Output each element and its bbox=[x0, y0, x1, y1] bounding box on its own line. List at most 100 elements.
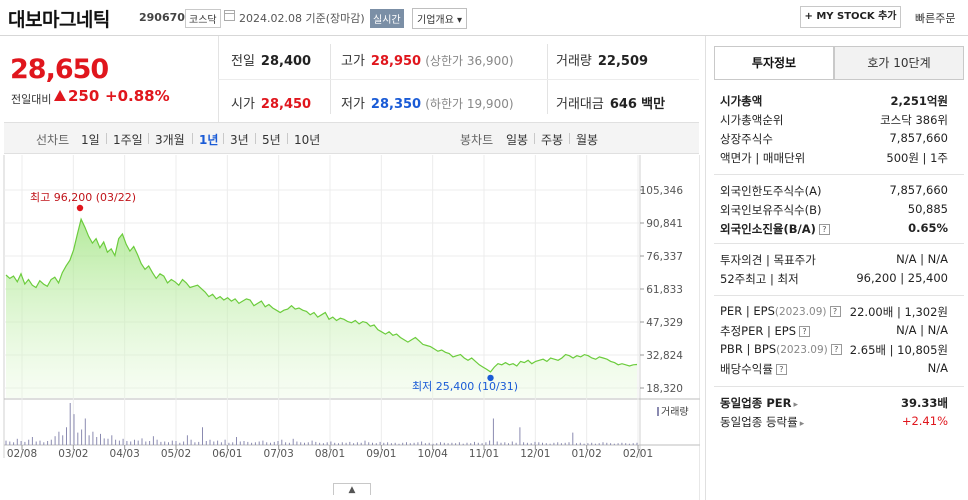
plus-icon: + bbox=[804, 11, 813, 22]
stock-name: 대보마그네틱 bbox=[8, 9, 110, 31]
row-est-per-eps: 추정PER | EPS? N/A | N/A bbox=[720, 323, 948, 338]
divider bbox=[223, 133, 224, 144]
period-1w[interactable]: 1주일 bbox=[113, 133, 143, 147]
x-tick-label: 05/02 bbox=[161, 448, 191, 460]
help-icon[interactable]: ? bbox=[830, 344, 842, 355]
price-area bbox=[6, 219, 637, 398]
y-tick-label: 76,337 bbox=[646, 251, 683, 263]
chevron-down-icon: ▾ bbox=[457, 15, 463, 26]
tab-investment-info[interactable]: 투자정보 bbox=[714, 46, 834, 80]
realtime-button[interactable]: 실시간 bbox=[370, 9, 404, 28]
help-icon[interactable]: ? bbox=[775, 364, 787, 375]
row-pbr-bps: PBR | BPS(2023.09)? 2.65배 | 10,805원 bbox=[720, 342, 948, 357]
row-sector-rate[interactable]: 동일업종 등락률 ▸ +2.41% bbox=[720, 414, 948, 429]
quote-date: 2024.02.08 기준(장마감) bbox=[239, 12, 365, 25]
quote-high: 고가 28,950 (상한가 36,900) bbox=[341, 54, 514, 69]
candle-weekly[interactable]: 주봉 bbox=[541, 133, 564, 147]
up-triangle-icon bbox=[54, 90, 66, 101]
divider bbox=[714, 295, 964, 296]
period-3m[interactable]: 3개월 bbox=[155, 133, 185, 147]
divider bbox=[714, 243, 964, 244]
row-opinion: 투자의견 | 목표주가 N/A | N/A bbox=[720, 252, 948, 267]
chevron-right-icon: ▸ bbox=[799, 419, 805, 429]
chevron-up-icon: ▲ bbox=[348, 485, 356, 495]
row-market-cap: 시가총액 2,251억원 bbox=[720, 94, 948, 108]
period-3y[interactable]: 3년 bbox=[230, 133, 249, 147]
info-tabs: 투자정보 호가 10단계 bbox=[714, 46, 964, 80]
row-foreign-limit: 외국인한도주식수(A) 7,857,660 bbox=[720, 183, 948, 198]
price-change: 250 bbox=[68, 87, 100, 105]
x-tick-label: 03/02 bbox=[58, 448, 88, 460]
period-bar: 선차트 1일 1주일 3개월 1년 3년 5년 10년 봉차트 일봉 주봉 월봉 bbox=[4, 122, 699, 154]
volume-legend-swatch bbox=[657, 407, 659, 416]
compare-label: 전일대비 bbox=[11, 93, 52, 106]
line-chart-label: 선차트 bbox=[36, 133, 70, 147]
period-1y[interactable]: 1년 bbox=[199, 133, 219, 147]
x-tick-label: 12/01 bbox=[520, 448, 550, 460]
low-marker bbox=[487, 374, 494, 382]
x-tick-label: 08/01 bbox=[315, 448, 345, 460]
row-52week: 52주최고 | 최저 96,200 | 25,400 bbox=[720, 271, 948, 286]
y-tick-label: 47,329 bbox=[646, 317, 683, 329]
divider bbox=[255, 133, 256, 144]
chevron-right-icon: ▸ bbox=[793, 400, 798, 410]
row-per-eps: PER | EPS(2023.09)? 22.00배 | 1,302원 bbox=[720, 304, 948, 319]
quote-amount: 거래대금 646 백만 bbox=[556, 97, 666, 112]
candle-monthly[interactable]: 월봉 bbox=[576, 133, 599, 147]
period-1d[interactable]: 1일 bbox=[81, 133, 100, 147]
x-tick-label: 06/01 bbox=[212, 448, 242, 460]
divider bbox=[569, 133, 570, 144]
candle-daily[interactable]: 일봉 bbox=[506, 133, 529, 147]
stock-code: 290670 bbox=[139, 11, 185, 24]
row-dividend: 배당수익률? N/A bbox=[720, 361, 948, 376]
help-icon[interactable]: ? bbox=[829, 306, 841, 317]
divider bbox=[106, 133, 107, 144]
price-summary: 28,650 전일대비 250 +0.88% bbox=[4, 40, 218, 120]
tab-orderbook-10[interactable]: 호가 10단계 bbox=[834, 46, 964, 80]
help-icon[interactable]: ? bbox=[818, 224, 830, 235]
change-rate: +0.88% bbox=[105, 87, 170, 105]
period-5y[interactable]: 5년 bbox=[262, 133, 281, 147]
x-tick-label: 02/08 bbox=[7, 448, 37, 460]
divider bbox=[218, 79, 699, 80]
company-info-dropdown[interactable]: 기업개요 ▾ bbox=[412, 8, 468, 29]
period-10y[interactable]: 10년 bbox=[294, 133, 321, 147]
price-chart: 105,346 90,841 76,337 61,833 47,329 32,824 18,… bbox=[3, 155, 700, 500]
row-sector-per[interactable]: 동일업종 PER ▸ 39.33배 bbox=[720, 396, 948, 410]
y-tick-label: 105,346 bbox=[640, 185, 684, 197]
divider bbox=[534, 133, 535, 144]
quote-prev-close: 전일 28,400 bbox=[231, 54, 312, 69]
calendar-icon bbox=[224, 10, 235, 21]
x-tick-label: 02/01 bbox=[623, 448, 653, 460]
quick-order-link[interactable]: 빠른주문 bbox=[915, 12, 956, 25]
help-icon[interactable]: ? bbox=[799, 326, 811, 337]
price-line bbox=[5, 217, 638, 373]
divider bbox=[714, 174, 964, 175]
row-foreign-rate: 외국인소진율(B/A)? 0.65% bbox=[720, 221, 948, 236]
collapse-chart-button[interactable]: ▲ bbox=[333, 483, 371, 495]
current-price: 28,650 bbox=[10, 54, 109, 85]
quote-open: 시가 28,450 bbox=[231, 97, 312, 112]
investment-info-panel: 투자정보 호가 10단계 시가총액 2,251억원 시가총액순위 코스닥 386위 … bbox=[705, 36, 968, 500]
y-tick-label: 61,833 bbox=[646, 284, 683, 296]
x-tick-label: 01/02 bbox=[572, 448, 602, 460]
divider bbox=[287, 133, 288, 144]
x-tick-label: 09/01 bbox=[366, 448, 396, 460]
stock-header: 대보마그네틱 290670 코스닥 2024.02.08 기준(장마감) 실시간… bbox=[0, 0, 968, 36]
divider bbox=[714, 386, 964, 387]
volume-legend-label: 거래량 bbox=[661, 406, 689, 418]
add-mystock-button[interactable]: + MY STOCK 추가 bbox=[800, 6, 901, 28]
row-market-cap-rank: 시가총액순위 코스닥 386위 bbox=[720, 113, 948, 127]
row-foreign-hold: 외국인보유주식수(B) 50,885 bbox=[720, 202, 948, 217]
high-marker bbox=[76, 204, 84, 212]
y-tick-label: 18,320 bbox=[646, 383, 683, 395]
divider bbox=[148, 133, 149, 144]
candle-chart-label: 봉차트 bbox=[460, 133, 494, 147]
row-shares: 상장주식수 7,857,660 bbox=[720, 131, 948, 146]
y-tick-label: 32,824 bbox=[646, 350, 683, 362]
market-badge: 코스닥 bbox=[185, 9, 221, 28]
x-tick-label: 10/04 bbox=[418, 448, 449, 460]
x-tick-label: 07/03 bbox=[264, 448, 294, 460]
quote-volume: 거래량 22,509 bbox=[556, 54, 649, 69]
low-annotation: 최저 25,400 (10/31) bbox=[412, 380, 518, 393]
